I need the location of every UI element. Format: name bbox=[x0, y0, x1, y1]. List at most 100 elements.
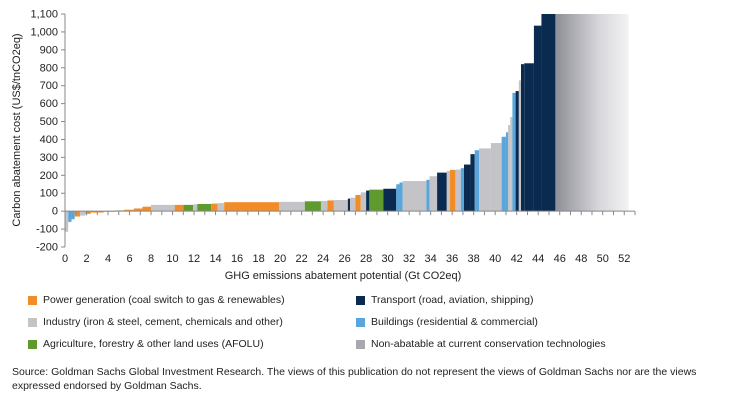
legend-label-buildings: Buildings (residential & commercial) bbox=[371, 316, 538, 328]
bar-buildings-35 bbox=[426, 179, 430, 212]
bar-power-39 bbox=[450, 169, 456, 212]
x-tick-label: 0 bbox=[62, 253, 68, 265]
bar-power-11 bbox=[142, 206, 152, 212]
y-tick-label: -200 bbox=[36, 242, 58, 254]
bar-transport-25 bbox=[347, 198, 350, 212]
legend-item-industry: Industry (iron & steel, cement, chemical… bbox=[28, 316, 283, 328]
bar-buildings-48 bbox=[505, 132, 509, 212]
bar-buildings-44 bbox=[474, 150, 480, 212]
bar-afolu-30 bbox=[369, 189, 384, 212]
x-tick-label: 30 bbox=[382, 253, 394, 265]
bar-buildings-51 bbox=[512, 92, 516, 212]
bar-industry-24 bbox=[333, 200, 348, 212]
bar-industry-45 bbox=[479, 148, 491, 212]
y-tick-label: 100 bbox=[40, 188, 58, 200]
bar-power-10 bbox=[133, 208, 143, 212]
bar-transport-52 bbox=[515, 91, 519, 212]
x-tick-label: 14 bbox=[209, 253, 221, 265]
bar-industry-18 bbox=[217, 203, 225, 212]
bar-transport-43 bbox=[470, 154, 475, 212]
legend-swatch-transport bbox=[356, 295, 365, 305]
legend-item-afolu: Agriculture, forestry & other land uses … bbox=[28, 338, 264, 350]
legend-swatch-industry bbox=[28, 317, 37, 327]
bar-nonabatable-58 bbox=[555, 14, 629, 212]
bar-industry-50 bbox=[510, 117, 513, 212]
y-tick-label: 600 bbox=[40, 98, 58, 110]
x-tick-label: 34 bbox=[425, 253, 437, 265]
bar-industry-49 bbox=[508, 125, 511, 212]
legend-label-nonabatable: Non-abatable at current conservation tec… bbox=[371, 338, 606, 350]
bar-buildings-2 bbox=[71, 211, 75, 220]
x-tick-label: 20 bbox=[274, 253, 286, 265]
bar-industry-20 bbox=[279, 201, 305, 212]
x-tick-label: 44 bbox=[532, 253, 544, 265]
bar-industry-4 bbox=[80, 211, 86, 216]
x-tick-label: 50 bbox=[597, 253, 609, 265]
x-tick-label: 48 bbox=[575, 253, 587, 265]
bar-industry-36 bbox=[429, 176, 438, 212]
bar-afolu-14 bbox=[183, 204, 193, 212]
x-tick-label: 10 bbox=[166, 253, 178, 265]
y-tick-label: 500 bbox=[40, 116, 58, 128]
x-tick-label: 46 bbox=[554, 253, 566, 265]
legend-label-power: Power generation (coal switch to gas & r… bbox=[43, 294, 285, 306]
legend-label-afolu: Agriculture, forestry & other land uses … bbox=[43, 338, 264, 350]
legend-swatch-power bbox=[28, 295, 37, 305]
y-tick-label: 800 bbox=[40, 62, 58, 74]
bar-transport-29 bbox=[366, 190, 370, 212]
x-tick-label: 22 bbox=[295, 253, 307, 265]
bar-power-19 bbox=[224, 202, 280, 212]
y-tick-label: 1,100 bbox=[30, 9, 58, 21]
x-tick-label: 40 bbox=[489, 253, 501, 265]
bar-industry-53 bbox=[518, 80, 521, 212]
bar-industry-40 bbox=[455, 169, 461, 212]
x-tick-label: 32 bbox=[403, 253, 415, 265]
bar-industry-22 bbox=[320, 200, 328, 212]
x-axis-label: GHG emissions abatement potential (Gt CO… bbox=[225, 270, 462, 282]
y-tick-label: -100 bbox=[36, 224, 58, 236]
bar-industry-34 bbox=[402, 181, 427, 212]
legend-item-nonabatable: Non-abatable at current conservation tec… bbox=[356, 338, 606, 350]
bar-power-13 bbox=[174, 204, 184, 212]
bar-industry-0 bbox=[65, 211, 69, 232]
bar-buildings-41 bbox=[460, 168, 464, 212]
bar-industry-12 bbox=[151, 204, 175, 212]
bar-transport-37 bbox=[437, 172, 447, 212]
bar-power-17 bbox=[211, 203, 218, 212]
bar-industry-26 bbox=[350, 197, 356, 212]
bar-buildings-33 bbox=[399, 182, 403, 212]
legend-swatch-nonabatable bbox=[356, 339, 365, 349]
bar-power-3 bbox=[74, 211, 81, 217]
source-note: Source: Goldman Sachs Global Investment … bbox=[12, 366, 697, 392]
x-tick-label: 16 bbox=[231, 253, 243, 265]
bar-buildings-32 bbox=[396, 184, 400, 212]
legend-item-transport: Transport (road, aviation, shipping) bbox=[356, 294, 533, 306]
x-tick-label: 18 bbox=[252, 253, 264, 265]
bar-transport-57 bbox=[541, 14, 556, 212]
x-tick-label: 2 bbox=[83, 253, 89, 265]
x-tick-label: 28 bbox=[360, 253, 372, 265]
ticks-layer: -200-10001002003004005006007008009001,00… bbox=[30, 9, 636, 265]
bar-industry-15 bbox=[192, 204, 198, 212]
legend-swatch-buildings bbox=[356, 317, 365, 327]
bar-power-5 bbox=[85, 211, 91, 214]
y-tick-label: 0 bbox=[52, 206, 58, 218]
bar-afolu-16 bbox=[197, 203, 212, 212]
legend-label-transport: Transport (road, aviation, shipping) bbox=[371, 294, 534, 306]
y-tick-label: 1,000 bbox=[30, 26, 58, 38]
x-tick-label: 26 bbox=[338, 253, 350, 265]
bar-transport-55 bbox=[524, 63, 534, 212]
legend-item-buildings: Buildings (residential & commercial) bbox=[356, 316, 538, 328]
legend-item-power: Power generation (coal switch to gas & r… bbox=[28, 294, 285, 306]
bars-layer bbox=[65, 14, 629, 232]
bar-afolu-21 bbox=[304, 201, 321, 212]
bar-buildings-47 bbox=[501, 136, 506, 212]
bar-industry-46 bbox=[490, 143, 502, 212]
x-tick-label: 36 bbox=[446, 253, 458, 265]
x-tick-label: 8 bbox=[148, 253, 154, 265]
x-tick-label: 42 bbox=[511, 253, 523, 265]
y-tick-label: 300 bbox=[40, 152, 58, 164]
x-tick-label: 6 bbox=[126, 253, 132, 265]
bar-transport-56 bbox=[533, 25, 542, 212]
y-axis-label: Carbon abatement cost (US$/tnCO2eq) bbox=[11, 33, 23, 226]
